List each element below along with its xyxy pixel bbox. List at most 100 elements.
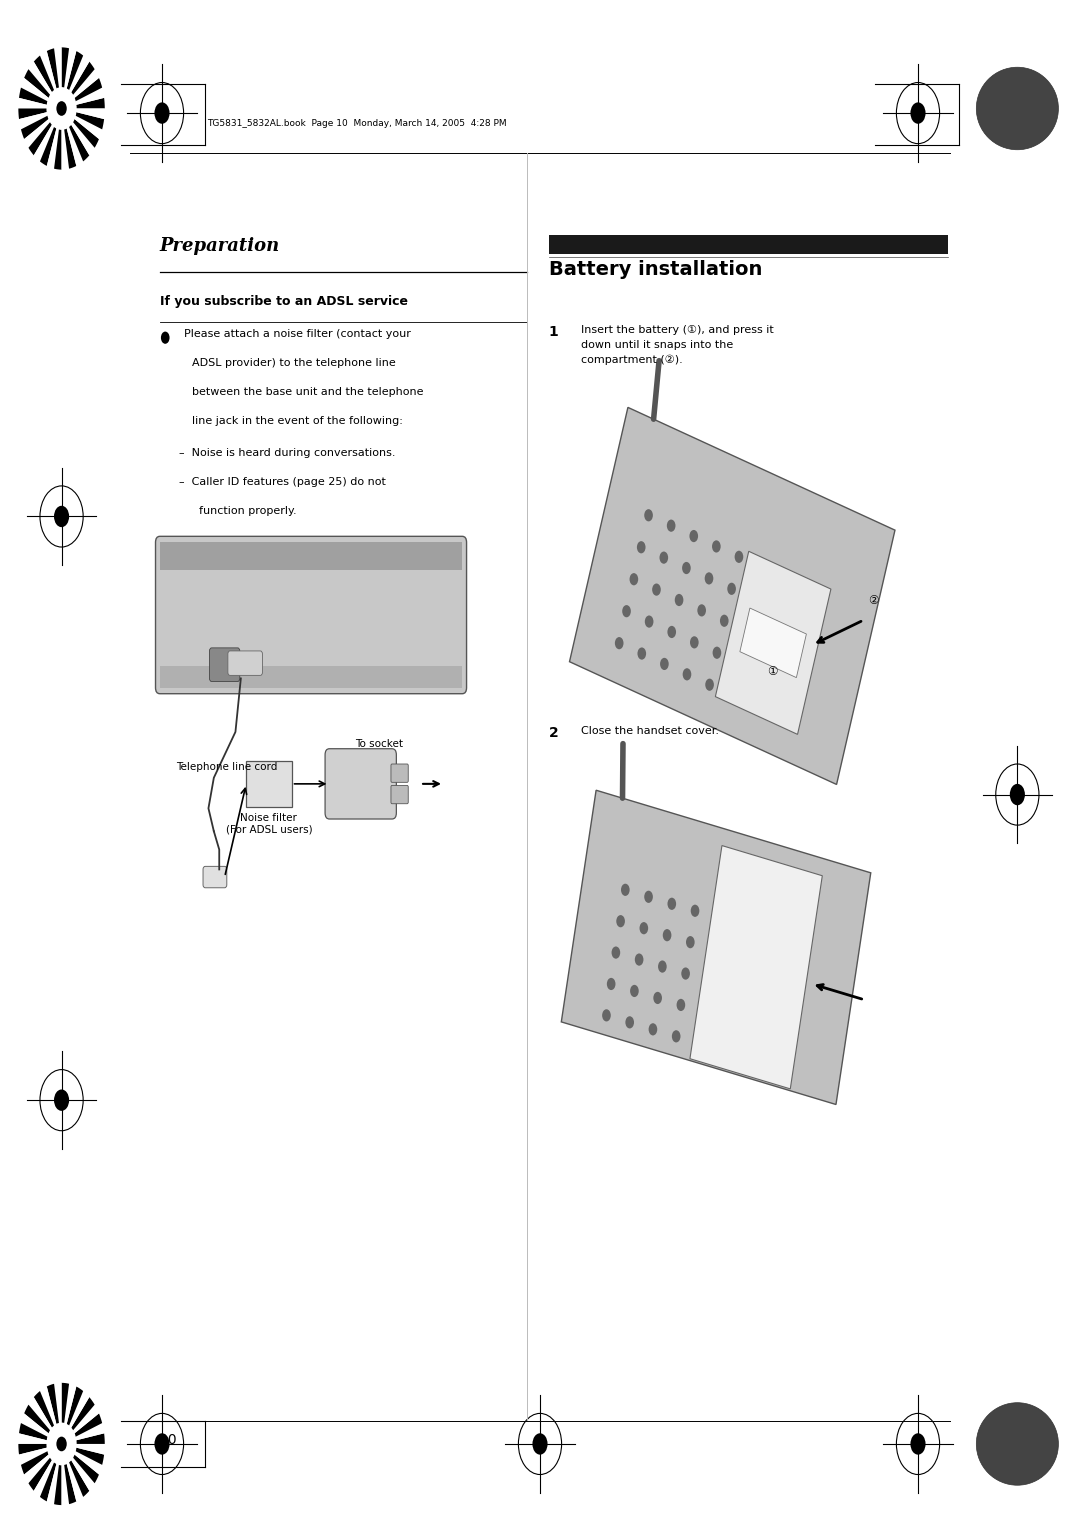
Circle shape xyxy=(704,573,713,585)
Wedge shape xyxy=(62,1444,95,1491)
Wedge shape xyxy=(24,1404,62,1444)
Circle shape xyxy=(728,981,737,993)
Wedge shape xyxy=(28,108,62,156)
Circle shape xyxy=(727,582,735,594)
Ellipse shape xyxy=(976,1403,1058,1485)
Wedge shape xyxy=(62,1423,104,1444)
Circle shape xyxy=(734,550,743,562)
Circle shape xyxy=(645,891,653,903)
Wedge shape xyxy=(62,108,90,162)
Circle shape xyxy=(675,594,684,607)
Text: 1: 1 xyxy=(549,325,558,339)
Circle shape xyxy=(757,561,766,573)
Wedge shape xyxy=(19,108,62,130)
Wedge shape xyxy=(46,1384,62,1444)
Wedge shape xyxy=(54,1383,62,1444)
Circle shape xyxy=(710,943,718,955)
Circle shape xyxy=(154,1433,170,1455)
Text: function properly.: function properly. xyxy=(199,506,296,516)
Wedge shape xyxy=(62,78,103,108)
FancyBboxPatch shape xyxy=(160,666,462,688)
FancyBboxPatch shape xyxy=(156,536,467,694)
Text: –  Caller ID features (page 25) do not: – Caller ID features (page 25) do not xyxy=(179,477,387,487)
Wedge shape xyxy=(62,108,104,130)
Wedge shape xyxy=(62,1404,99,1444)
Text: between the base unit and the telephone: between the base unit and the telephone xyxy=(192,387,423,397)
Wedge shape xyxy=(62,108,83,167)
Circle shape xyxy=(720,614,729,626)
Text: Close the handset cover.: Close the handset cover. xyxy=(581,726,719,736)
Circle shape xyxy=(735,657,744,669)
Text: If you subscribe to an ADSL service: If you subscribe to an ADSL service xyxy=(160,295,408,309)
Circle shape xyxy=(46,1423,77,1465)
Circle shape xyxy=(667,626,676,639)
FancyBboxPatch shape xyxy=(210,648,240,681)
Wedge shape xyxy=(19,87,62,108)
Wedge shape xyxy=(33,108,62,162)
Text: Insert the battery (①), and press it
down until it snaps into the
compartment (②: Insert the battery (①), and press it dow… xyxy=(581,325,773,365)
Wedge shape xyxy=(62,49,77,108)
Wedge shape xyxy=(62,1444,103,1475)
Circle shape xyxy=(658,961,666,973)
Circle shape xyxy=(738,918,746,931)
Wedge shape xyxy=(62,98,105,108)
Circle shape xyxy=(645,616,653,628)
Wedge shape xyxy=(62,108,103,139)
Circle shape xyxy=(681,967,690,979)
Wedge shape xyxy=(54,108,62,170)
Circle shape xyxy=(910,102,926,124)
Wedge shape xyxy=(62,1383,69,1444)
Text: ②: ② xyxy=(868,594,879,607)
Wedge shape xyxy=(62,1390,90,1444)
Wedge shape xyxy=(54,1444,62,1505)
Text: Telephone line cord: Telephone line cord xyxy=(176,761,278,772)
Circle shape xyxy=(663,929,672,941)
Wedge shape xyxy=(62,1444,90,1497)
Wedge shape xyxy=(18,1444,62,1455)
Text: Noise filter
(For ADSL users): Noise filter (For ADSL users) xyxy=(226,813,312,834)
Text: ①: ① xyxy=(767,665,778,678)
Circle shape xyxy=(666,520,675,532)
Circle shape xyxy=(637,648,646,660)
Wedge shape xyxy=(21,1444,62,1475)
Wedge shape xyxy=(19,1444,62,1465)
Wedge shape xyxy=(62,1444,105,1455)
Wedge shape xyxy=(28,61,62,108)
Wedge shape xyxy=(62,108,95,156)
Circle shape xyxy=(630,573,638,585)
Wedge shape xyxy=(21,108,62,139)
Text: Battery installation: Battery installation xyxy=(549,260,762,278)
Circle shape xyxy=(700,1005,708,1018)
Circle shape xyxy=(686,937,694,949)
Circle shape xyxy=(713,646,721,659)
Wedge shape xyxy=(62,61,95,108)
Circle shape xyxy=(46,87,77,130)
Wedge shape xyxy=(62,1444,77,1504)
Wedge shape xyxy=(18,1433,62,1444)
Circle shape xyxy=(615,637,623,649)
Text: Please attach a noise filter (contact your: Please attach a noise filter (contact yo… xyxy=(184,329,410,339)
Circle shape xyxy=(639,921,648,934)
Wedge shape xyxy=(46,49,62,108)
Text: line jack in the event of the following:: line jack in the event of the following: xyxy=(192,416,403,426)
Wedge shape xyxy=(62,55,90,108)
Wedge shape xyxy=(21,1413,62,1444)
Text: To socket: To socket xyxy=(355,738,403,749)
Circle shape xyxy=(714,912,723,924)
Polygon shape xyxy=(740,608,807,677)
Circle shape xyxy=(625,1016,634,1028)
Wedge shape xyxy=(28,1444,62,1491)
Text: ADSL provider) to the telephone line: ADSL provider) to the telephone line xyxy=(192,358,396,368)
FancyBboxPatch shape xyxy=(246,761,292,807)
Wedge shape xyxy=(62,1444,69,1505)
Circle shape xyxy=(718,1044,727,1056)
Wedge shape xyxy=(33,1390,62,1444)
FancyBboxPatch shape xyxy=(391,785,408,804)
Polygon shape xyxy=(569,408,895,784)
Circle shape xyxy=(683,668,691,680)
Circle shape xyxy=(635,953,644,966)
FancyBboxPatch shape xyxy=(203,866,227,888)
Ellipse shape xyxy=(976,67,1058,150)
Wedge shape xyxy=(62,1413,103,1444)
Circle shape xyxy=(649,1024,658,1036)
